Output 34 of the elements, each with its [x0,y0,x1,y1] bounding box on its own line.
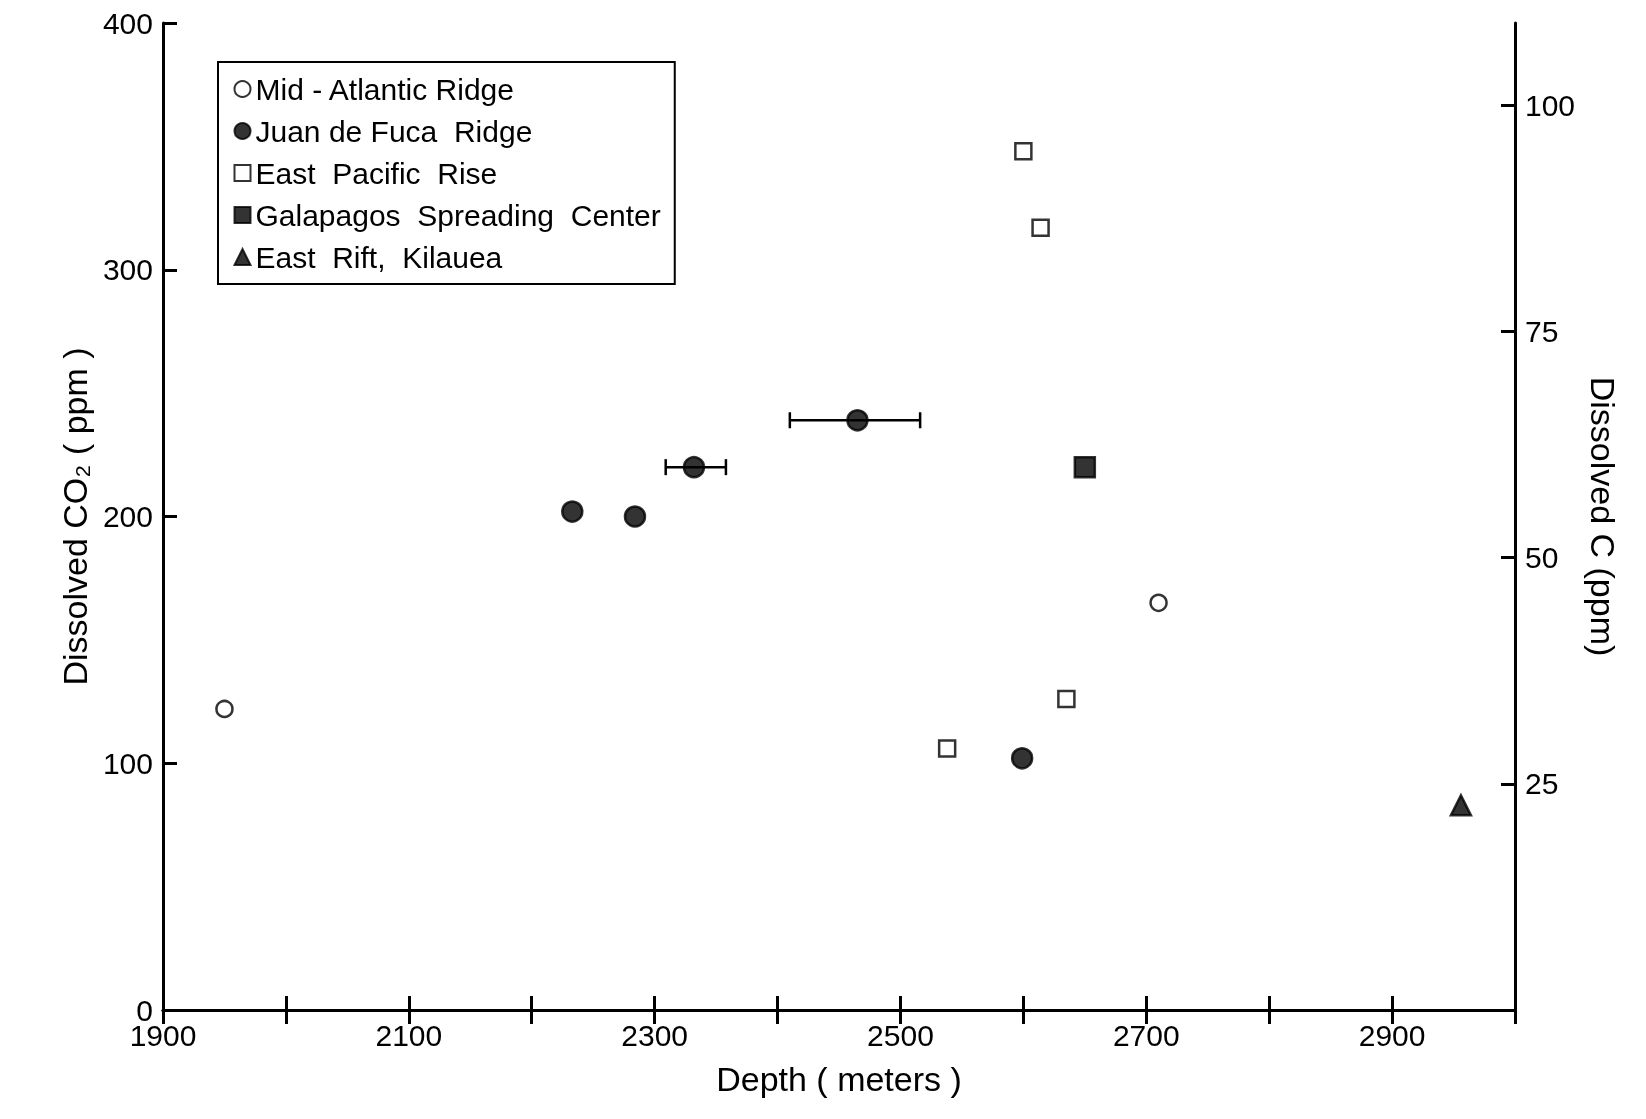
legend-label: East Pacific Rise [255,156,498,190]
legend-label: Mid - Atlantic Ridge [255,72,514,106]
y2-tick-label: 25 [1525,767,1559,801]
point [1014,142,1033,161]
point [1031,218,1050,238]
point [937,739,957,758]
y2-tick-label: 75 [1525,314,1559,348]
point [682,455,706,479]
x-tick-label: 2300 [621,1018,689,1052]
y-axis-title: Dissolved CO₂ ( ppm ) [56,347,95,686]
point [623,505,647,528]
y2-tick-label: 50 [1525,541,1559,575]
x-tick-label: 2900 [1358,1018,1426,1052]
legend-label: East Rift, Kilauea [255,240,503,274]
point [1010,747,1034,770]
legend-label: Galapagos Spreading Center [255,198,661,232]
point [1449,793,1473,817]
x-tick-label: 2700 [1112,1018,1180,1052]
legend-label: Juan de Fuca Ridge [255,114,533,148]
y-tick-label: 300 [102,253,153,287]
point [1057,689,1076,709]
y-tick-label: 100 [102,746,153,780]
y-tick-label: 200 [102,500,153,533]
y2-tick-label: 100 [1525,88,1576,122]
x-tick-label: 2500 [867,1018,934,1052]
point [215,699,234,719]
point [846,409,869,432]
point [1073,455,1097,479]
point [1149,593,1168,613]
x-axis-title: Depth ( meters ) [716,1060,962,1098]
y2-axis-title: Dissolved C (ppm) [1583,376,1622,657]
y-tick-label: 400 [102,6,153,40]
point [561,500,584,523]
x-tick-label: 2100 [375,1018,443,1052]
